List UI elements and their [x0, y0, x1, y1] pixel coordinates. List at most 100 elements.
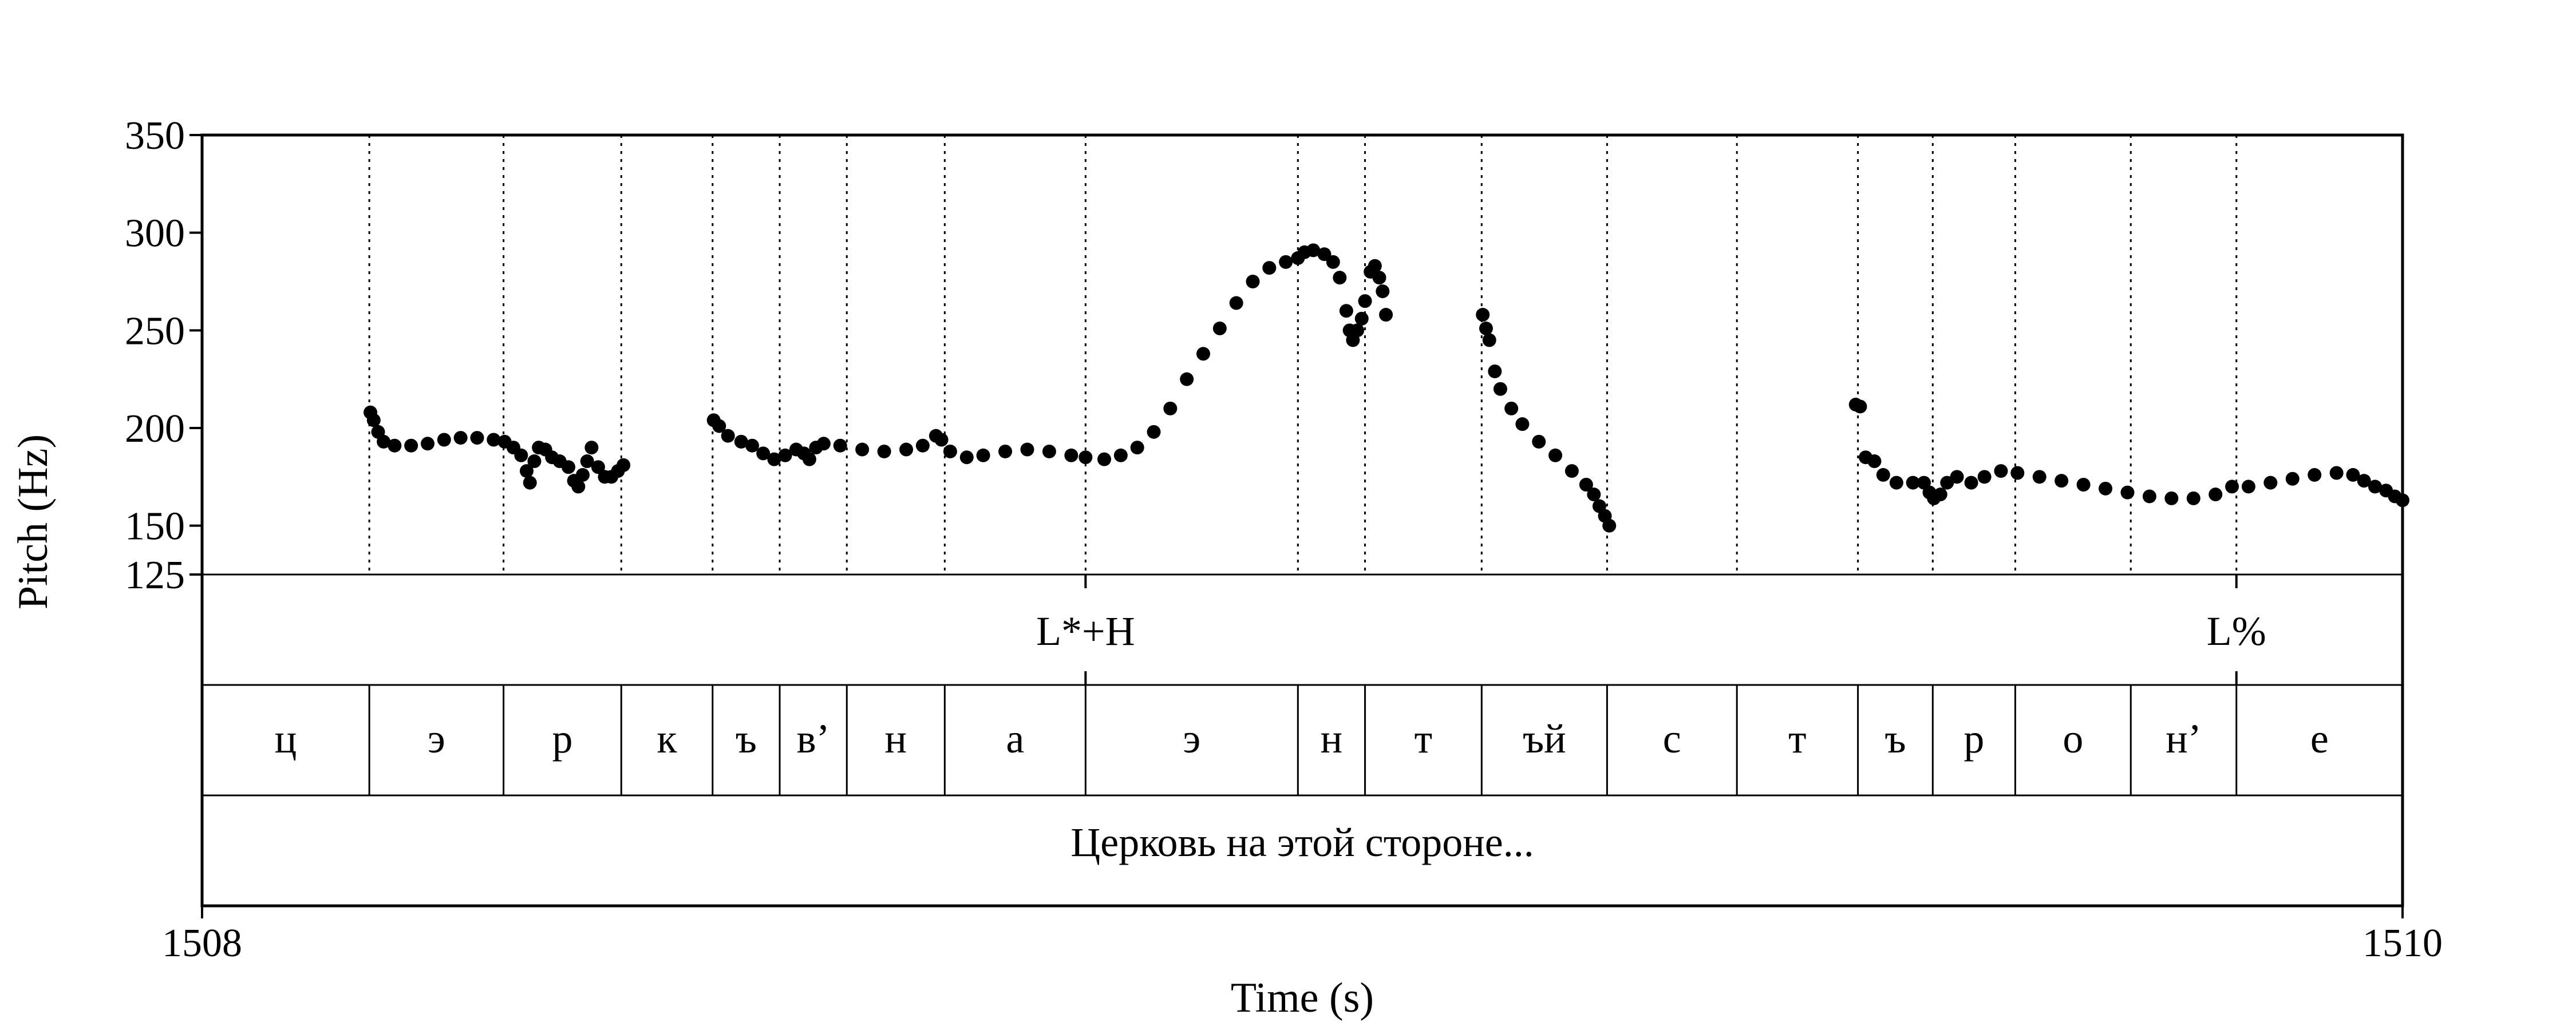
pitch-point [1229, 296, 1243, 310]
pitch-point [571, 480, 586, 494]
pitch-point [2346, 468, 2360, 482]
pitch-point [1306, 243, 1321, 258]
pitch-point [1317, 247, 1332, 262]
pitch-point [2263, 476, 2278, 490]
y-tick-label: 250 [125, 309, 185, 353]
y-tick-label: 200 [125, 407, 185, 451]
pitch-point [388, 438, 402, 453]
pitch-point [2357, 474, 2371, 488]
pitch-point [1064, 448, 1078, 462]
segment-boundaries [368, 135, 2238, 575]
pitch-point [1379, 308, 1393, 322]
pitch-point [1097, 452, 1112, 466]
sentence-label: Церковь на этой стороне... [1070, 819, 1534, 865]
pitch-point [1130, 441, 1144, 455]
segment-label: ъ [1884, 716, 1906, 762]
pitch-point [745, 438, 759, 453]
pitch-point [1350, 323, 1365, 338]
segment-label: н [1321, 716, 1343, 762]
pitch-point [527, 454, 542, 469]
pitch-point [1180, 372, 1194, 386]
segment-label: э [1183, 716, 1200, 762]
pitch-point [576, 468, 590, 482]
pitch-point [1354, 311, 1369, 326]
pitch-point [899, 442, 914, 457]
pitch-point [1376, 284, 1390, 299]
pitch-point [1602, 518, 1617, 533]
segment-label: ъ [736, 716, 757, 762]
pitch-point [1977, 470, 1992, 484]
pitch-point [943, 444, 957, 458]
pitch-point [1564, 464, 1579, 478]
segment-label: т [1415, 716, 1432, 762]
plot-frame [200, 133, 2404, 908]
pitch-point [816, 437, 831, 451]
pitch-point [1906, 476, 1920, 490]
pitch-point [2055, 474, 2069, 488]
segment-label: н’ [2166, 716, 2202, 762]
pitch-point [915, 438, 930, 453]
segment-label: т [1788, 716, 1806, 762]
segment-label: р [552, 716, 572, 762]
pitch-point [1876, 468, 1890, 482]
pitch-point [2076, 477, 2091, 492]
pitch-point [437, 433, 451, 447]
pitch-point [959, 450, 974, 465]
pitch-point [1994, 464, 2008, 478]
pitch-point [1372, 271, 1386, 285]
pitch-point [2329, 466, 2344, 480]
pitch-point [1020, 442, 1034, 457]
pitch-point [802, 452, 816, 466]
pitch-point [2368, 480, 2382, 494]
pitch-point [1358, 294, 1372, 308]
pitch-point [514, 448, 528, 462]
pitch-point [2285, 472, 2300, 486]
tone-label: L*+H [1036, 608, 1135, 654]
segment-label: в’ [797, 716, 830, 762]
pitch-point [767, 452, 781, 466]
pitch-point [2164, 491, 2179, 505]
pitch-point [1078, 450, 1093, 465]
pitch-point [1482, 333, 1496, 347]
pitch-point [756, 446, 771, 461]
pitch-point [562, 460, 576, 474]
pitch-point [1493, 382, 1507, 396]
pitch-point [1163, 401, 1178, 415]
pitch-point [1488, 365, 1502, 379]
pitch-point [584, 441, 599, 455]
pitch-point [998, 444, 1013, 458]
x-tick-label: 1510 [2362, 921, 2443, 965]
pitch-point [1262, 261, 1277, 275]
pitch-point [487, 433, 501, 447]
pitch-point [1548, 448, 1563, 462]
pitch-point [877, 444, 891, 458]
y-tick-label: 300 [125, 212, 185, 256]
pitch-point [1933, 488, 1947, 502]
pitch-point [778, 448, 792, 462]
pitch-point [377, 434, 391, 449]
segment-label: е [2310, 716, 2329, 762]
pitch-point [2032, 470, 2046, 484]
pitch-point [1479, 321, 1493, 335]
pitch-point [580, 454, 594, 469]
y-tick-label: 350 [125, 114, 185, 158]
pitch-point [833, 438, 847, 453]
segment-label: о [2063, 716, 2083, 762]
pitch-point [2241, 480, 2255, 494]
pitch-point [2186, 491, 2200, 505]
pitch-point [2099, 481, 2113, 496]
pitch-point [976, 448, 990, 462]
pitch-point [591, 460, 605, 474]
pitch-point [1196, 347, 1211, 361]
pitch-point [2142, 489, 2156, 504]
x-axis-label: Time (s) [1231, 974, 1374, 1021]
pitch-point [1532, 434, 1546, 449]
pitch-point [1333, 271, 1347, 285]
pitch-point [1853, 399, 1867, 414]
pitch-point [1326, 255, 1340, 269]
pitch-point [1964, 476, 1978, 490]
pitch-point [617, 458, 631, 472]
segment-label: ц [275, 716, 297, 762]
